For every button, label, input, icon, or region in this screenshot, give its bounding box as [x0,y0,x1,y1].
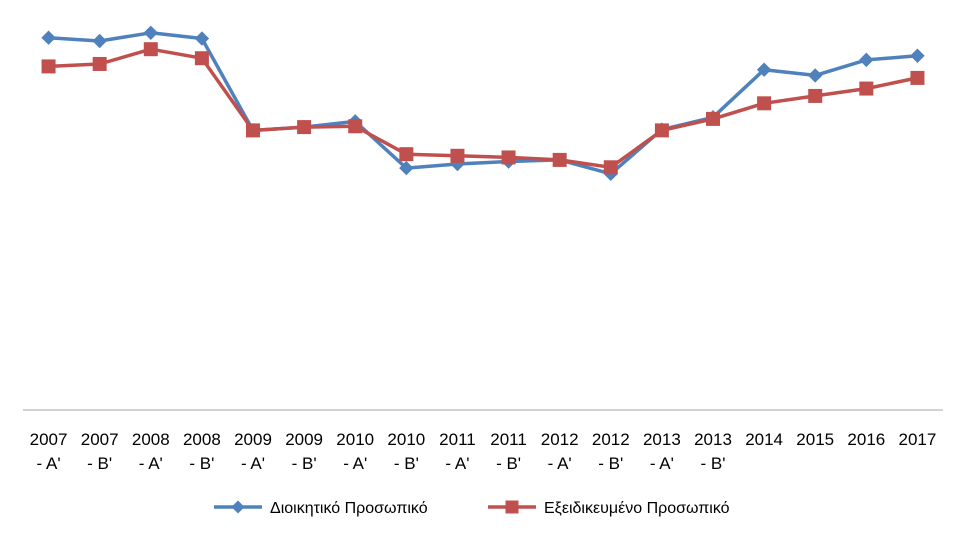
x-tick-year: 2011 [490,430,527,449]
legend-marker-square [505,500,519,514]
data-point-diamond [859,52,874,68]
x-tick-year: 2007 [30,430,68,449]
legend-label: Εξειδικευμένο Προσωπικό [544,500,730,517]
x-tick-label: 2015 [796,430,834,449]
data-point-square [859,81,874,96]
data-point-diamond [194,31,210,46]
x-tick-year: 2010 [387,430,425,449]
x-tick-label: 2010 - B' [387,430,425,473]
data-point-square [348,119,363,134]
x-tick-year: 2011 [439,430,476,449]
data-point-square [194,51,209,66]
x-tick-year: 2009 [234,430,272,449]
series-line [46,31,920,176]
x-tick-period: - A' [650,454,674,473]
data-point-square [297,120,312,135]
x-tick-label: 2008 - B' [183,430,221,473]
x-tick-year: 2017 [899,430,937,449]
x-tick-label: 2011 - B' [490,430,527,473]
x-tick-period: - B' [189,454,214,473]
x-tick-label: 2012 - A' [541,430,579,473]
x-tick-period: - A' [241,454,265,473]
x-tick-label: 2014 [745,430,783,449]
x-tick-period: - A' [139,454,163,473]
data-point-square [706,111,720,126]
x-tick-period: - A' [37,454,61,473]
data-point-diamond [399,160,414,176]
data-point-diamond [756,62,772,77]
data-point-square [654,123,669,138]
x-tick-labels: 2007 - A' 2007 - B' 2008 - A' 2008 - B' 2009 - A'… [30,430,937,473]
x-tick-period: - B' [701,454,726,473]
x-tick-label: 2017 [899,430,937,449]
x-tick-label: 2011 - A' [439,430,476,473]
data-point-diamond [808,68,823,83]
data-point-square [603,160,618,175]
x-tick-period: - B' [394,454,419,473]
x-tick-year: 2007 [81,430,119,449]
x-tick-label: 2016 [847,430,885,449]
x-tick-year: 2013 [643,430,681,449]
x-tick-period: - B' [292,454,317,473]
data-point-square [910,70,925,85]
data-point-diamond [143,25,158,41]
x-tick-label: 2010 - A' [336,430,374,473]
x-tick-label: 2007 - A' [30,430,68,473]
x-tick-year: 2010 [336,430,374,449]
data-point-diamond [910,48,925,63]
x-tick-period: - B' [87,454,112,473]
data-point-square [41,59,56,74]
legend-item: Εξειδικευμένο Προσωπικό [488,500,730,517]
data-point-square [450,148,465,163]
data-point-square [501,150,516,165]
data-point-diamond [41,30,56,45]
x-tick-year: 2009 [285,430,323,449]
legend-item: Διοικητικό Προσωπικό [214,500,428,517]
data-point-square [399,147,414,162]
x-tick-label: 2013 - B' [694,430,732,473]
legend-marker-diamond [231,500,245,514]
x-tick-period: - A' [548,454,572,473]
data-point-square [143,42,158,57]
x-tick-label: 2012 - B' [592,430,630,473]
x-tick-year: 2008 [132,430,170,449]
x-tick-year: 2016 [847,430,885,449]
x-tick-label: 2009 - B' [285,430,323,473]
x-tick-label: 2008 - A' [132,430,170,473]
x-tick-period: - A' [445,454,469,473]
series-2 [41,42,925,175]
x-tick-year: 2015 [796,430,834,449]
data-point-square [808,88,823,103]
series-line [46,47,920,170]
x-tick-year: 2012 [541,430,579,449]
x-tick-label: 2007 - B' [81,430,119,473]
legend: Διοικητικό Προσωπικό Εξειδικευμένο Προσωπ… [214,500,730,517]
x-tick-period: - B' [496,454,521,473]
data-point-square [552,152,567,167]
x-tick-year: 2013 [694,430,732,449]
x-tick-period: - A' [343,454,367,473]
series-layer [41,25,925,182]
data-point-diamond [92,33,107,49]
data-point-square [92,56,107,71]
x-tick-label: 2009 - A' [234,430,272,473]
x-tick-label: 2013 - A' [643,430,681,473]
x-tick-year: 2012 [592,430,630,449]
legend-label: Διοικητικό Προσωπικό [270,500,428,517]
x-tick-year: 2014 [745,430,783,449]
data-point-square [757,96,772,111]
x-tick-period: - B' [598,454,623,473]
x-tick-year: 2008 [183,430,221,449]
data-point-square [246,123,260,138]
